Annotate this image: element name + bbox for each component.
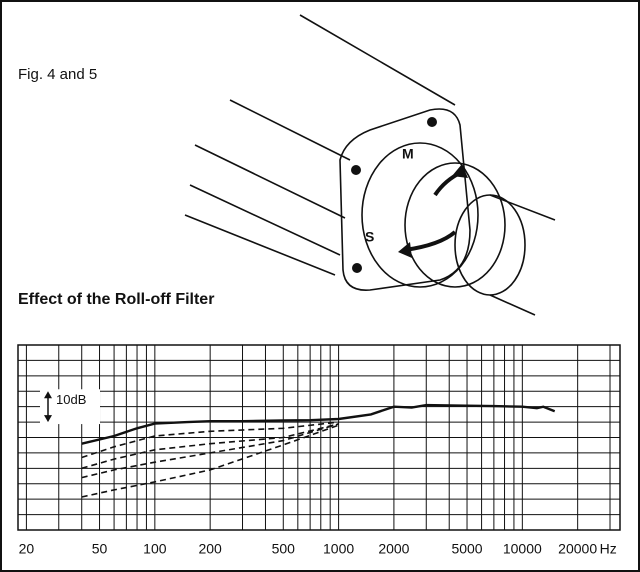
x-tick-label: 200 [198,541,222,557]
x-tick-label: 20 [19,541,35,557]
switch-label: M [402,146,414,162]
x-tick-label: 1000 [323,541,354,557]
annotation-label: 10dB [56,392,86,407]
curve [81,423,339,479]
microphone-illustration: S M [184,14,556,316]
caption: Fig. 4 and 5 [18,66,97,83]
x-unit: Hz [600,541,617,557]
x-tick-label: 20000 [558,541,597,557]
x-tick-label: 10000 [503,541,542,557]
chart: 20 50 100 200 500 1000 2000 5000 10000 20000 Hz 10d… [17,344,621,557]
curve [81,403,556,445]
switch-label: S [365,229,374,245]
curve [81,423,339,470]
x-tick-label: 50 [92,541,108,557]
x-tick-label: 2000 [378,541,409,557]
x-tick-label: 100 [143,541,167,557]
curve [81,421,339,459]
x-tick-label: 500 [272,541,296,557]
x-tick-label: 5000 [451,541,482,557]
plot-frame [17,344,621,531]
chart-title: Effect of the Roll-off Filter [18,291,214,308]
arrow-head [44,415,52,423]
curve [81,424,339,498]
arrow-head [44,391,52,399]
